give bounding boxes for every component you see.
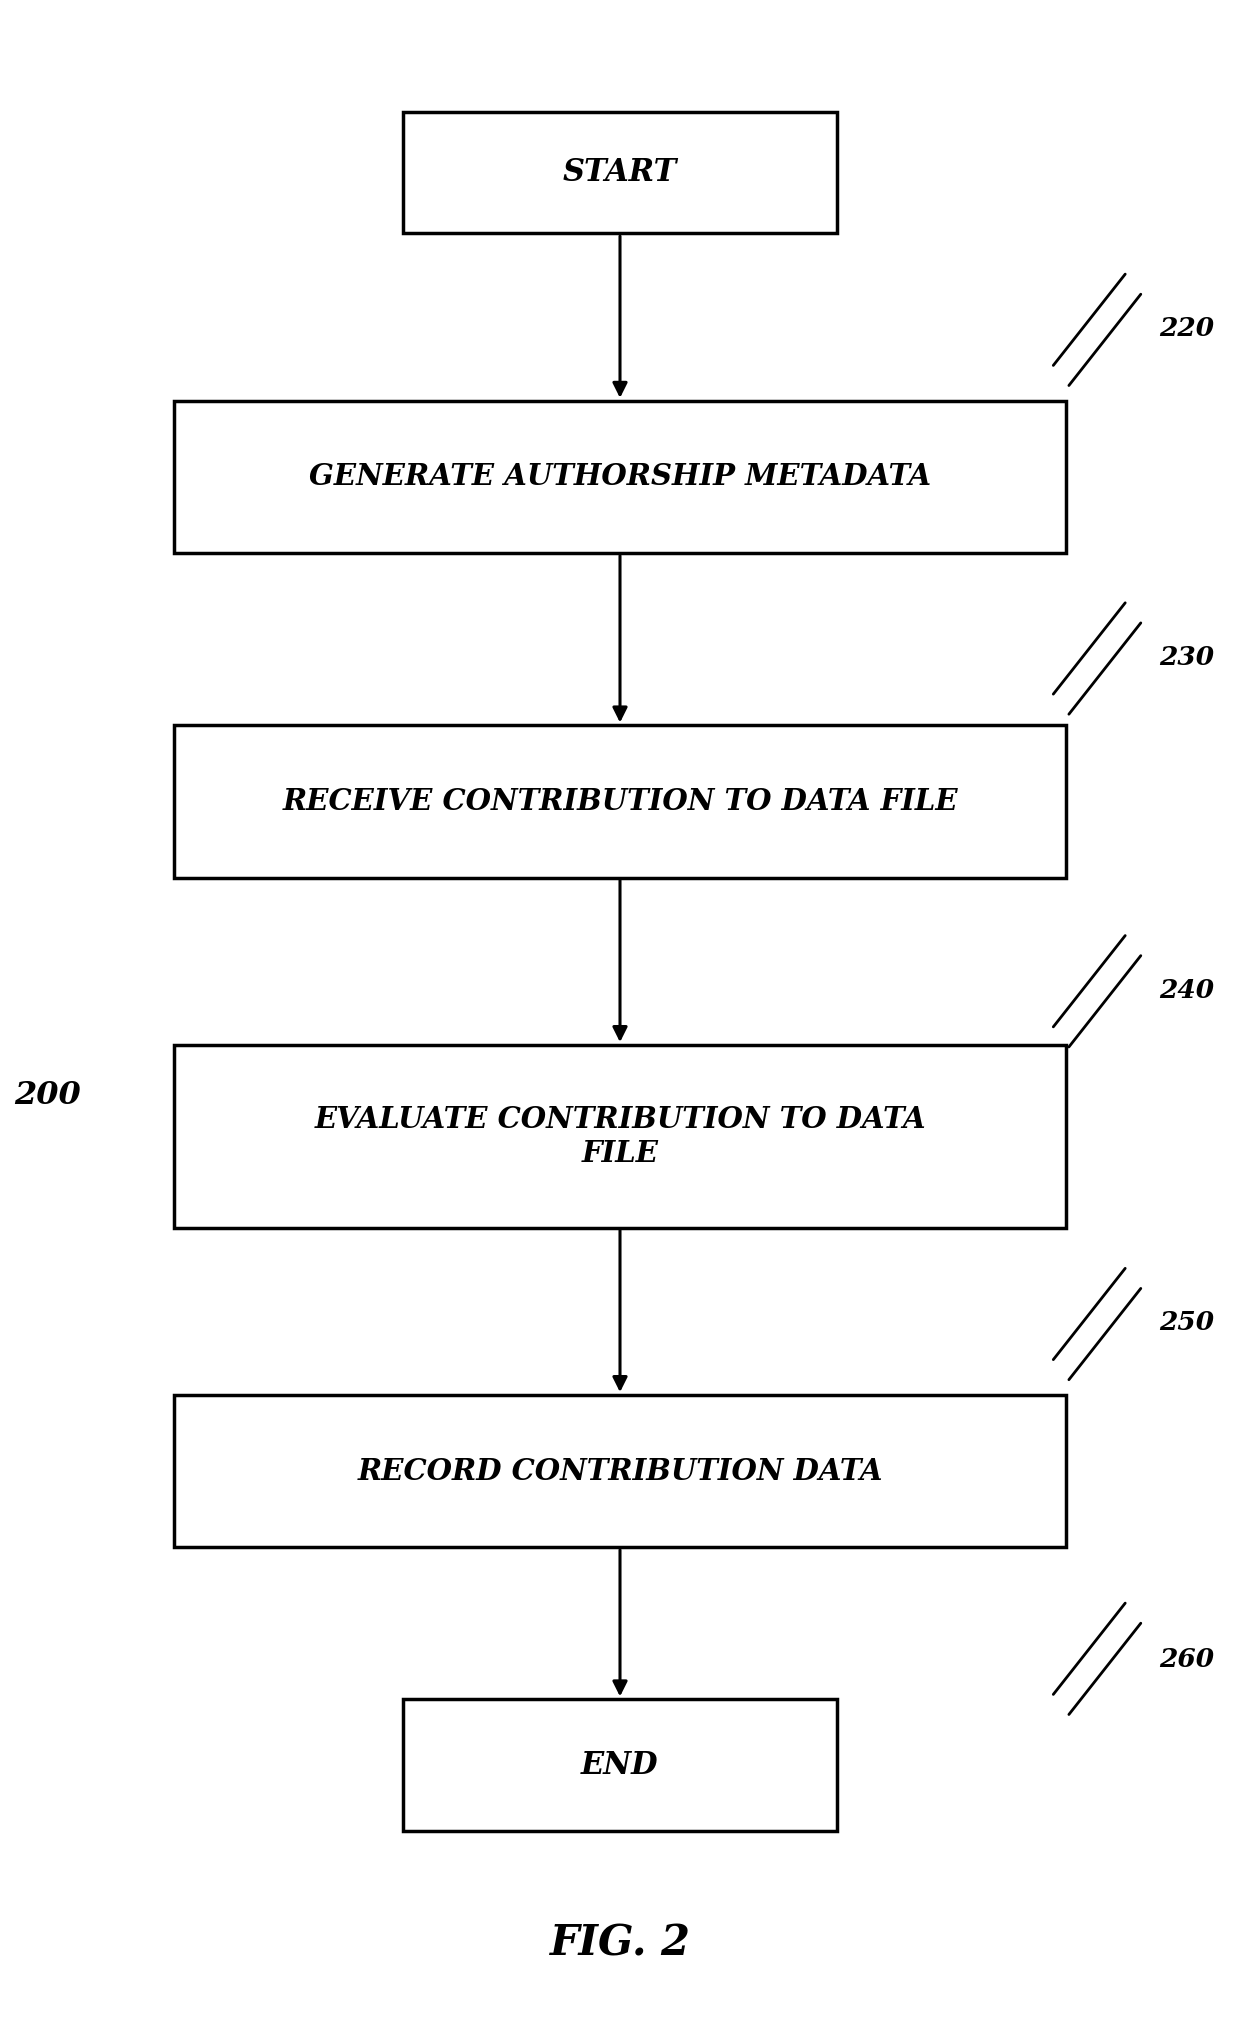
- Text: 250: 250: [1159, 1311, 1214, 1335]
- Text: RECORD CONTRIBUTION DATA: RECORD CONTRIBUTION DATA: [357, 1457, 883, 1485]
- FancyBboxPatch shape: [403, 1698, 837, 1830]
- Text: 230: 230: [1159, 645, 1214, 670]
- FancyBboxPatch shape: [403, 112, 837, 233]
- Text: START: START: [563, 156, 677, 189]
- Text: END: END: [582, 1749, 658, 1781]
- FancyBboxPatch shape: [174, 1396, 1066, 1546]
- Text: 240: 240: [1159, 978, 1214, 1002]
- FancyBboxPatch shape: [174, 726, 1066, 877]
- Text: 260: 260: [1159, 1648, 1214, 1672]
- FancyBboxPatch shape: [174, 400, 1066, 552]
- Text: EVALUATE CONTRIBUTION TO DATA
FILE: EVALUATE CONTRIBUTION TO DATA FILE: [314, 1106, 926, 1167]
- Text: 220: 220: [1159, 317, 1214, 341]
- Text: RECEIVE CONTRIBUTION TO DATA FILE: RECEIVE CONTRIBUTION TO DATA FILE: [283, 787, 957, 816]
- Text: 200: 200: [14, 1079, 81, 1112]
- Text: GENERATE AUTHORSHIP METADATA: GENERATE AUTHORSHIP METADATA: [309, 463, 931, 491]
- FancyBboxPatch shape: [174, 1045, 1066, 1228]
- Text: FIG. 2: FIG. 2: [549, 1923, 691, 1964]
